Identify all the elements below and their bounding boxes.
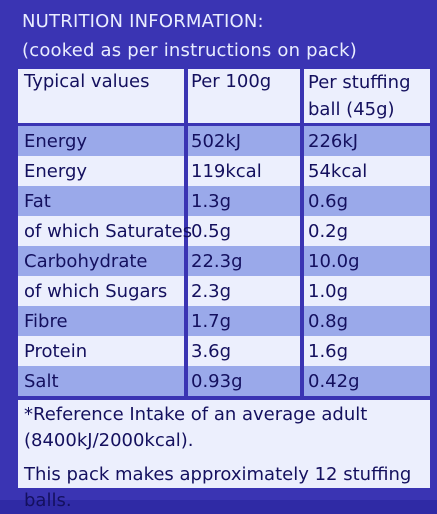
column-divider	[184, 156, 188, 186]
per-100g-value: 0.5g	[191, 220, 232, 242]
per-100g-value: 0.93g	[191, 370, 243, 392]
column-divider	[184, 216, 188, 246]
table-row: Fibre 1.7g 0.8g	[18, 306, 430, 336]
per-ball-value: 0.2g	[308, 220, 349, 242]
column-divider	[184, 336, 188, 366]
per-ball-value: 0.8g	[308, 310, 349, 332]
column-divider	[300, 216, 304, 246]
pack-note: This pack makes approximately 12 stuffin…	[18, 462, 430, 511]
table-row: Energy 119kcal 54kcal	[18, 156, 430, 186]
table-row: Carbohydrate 22.3g 10.0g	[18, 246, 430, 276]
header-typical-values: Typical values	[24, 71, 150, 92]
nutrient-name: Fibre	[24, 310, 68, 332]
nutrient-name: Energy	[24, 130, 88, 152]
table-row: Salt 0.93g 0.42g	[18, 366, 430, 396]
column-divider	[300, 69, 304, 123]
nutrient-name: Carbohydrate	[24, 250, 148, 272]
per-ball-value: 10.0g	[308, 250, 360, 272]
nutrition-title: NUTRITION INFORMATION:	[22, 11, 264, 32]
column-divider	[184, 126, 188, 156]
table-row: Energy 502kJ 226kJ	[18, 126, 430, 156]
per-100g-value: 2.3g	[191, 280, 232, 302]
table-header-row: Typical values Per 100g Per stuffing bal…	[18, 69, 430, 123]
per-ball-value: 0.6g	[308, 190, 349, 212]
column-divider	[184, 306, 188, 336]
column-divider	[300, 156, 304, 186]
column-divider	[184, 186, 188, 216]
per-100g-value: 3.6g	[191, 340, 232, 362]
column-divider	[300, 126, 304, 156]
per-100g-value: 22.3g	[191, 250, 243, 272]
nutrient-name: of which Sugars	[24, 280, 168, 302]
table-row: Protein 3.6g 1.6g	[18, 336, 430, 366]
header-per-100g: Per 100g	[191, 71, 272, 92]
per-100g-value: 119kcal	[191, 160, 262, 182]
column-divider	[184, 69, 188, 123]
per-ball-value: 226kJ	[308, 130, 359, 152]
per-100g-value: 1.3g	[191, 190, 232, 212]
reference-intake-note: *Reference Intake of an average adult (8…	[18, 400, 430, 462]
nutrient-name: Energy	[24, 160, 88, 182]
table-row: Fat 1.3g 0.6g	[18, 186, 430, 216]
nutrient-name: Fat	[24, 190, 51, 212]
per-ball-value: 1.6g	[308, 340, 349, 362]
column-divider	[300, 336, 304, 366]
per-100g-value: 502kJ	[191, 130, 242, 152]
column-divider	[300, 366, 304, 396]
nutrition-subtitle: (cooked as per instructions on pack)	[22, 40, 357, 61]
column-divider	[184, 276, 188, 306]
column-divider	[184, 246, 188, 276]
table-row: of which Sugars 2.3g 1.0g	[18, 276, 430, 306]
nutrient-name: Salt	[24, 370, 59, 392]
nutrient-name: Protein	[24, 340, 88, 362]
per-100g-value: 1.7g	[191, 310, 232, 332]
column-divider	[300, 306, 304, 336]
nutrient-name: of which Saturates	[24, 220, 193, 242]
per-ball-value: 1.0g	[308, 280, 349, 302]
column-divider	[300, 186, 304, 216]
column-divider	[184, 366, 188, 396]
per-ball-value: 54kcal	[308, 160, 368, 182]
table-row: of which Saturates 0.5g 0.2g	[18, 216, 430, 246]
header-per-ball: Per stuffing ball (45g)	[308, 72, 411, 120]
column-divider	[300, 246, 304, 276]
per-ball-value: 0.42g	[308, 370, 360, 392]
column-divider	[300, 276, 304, 306]
